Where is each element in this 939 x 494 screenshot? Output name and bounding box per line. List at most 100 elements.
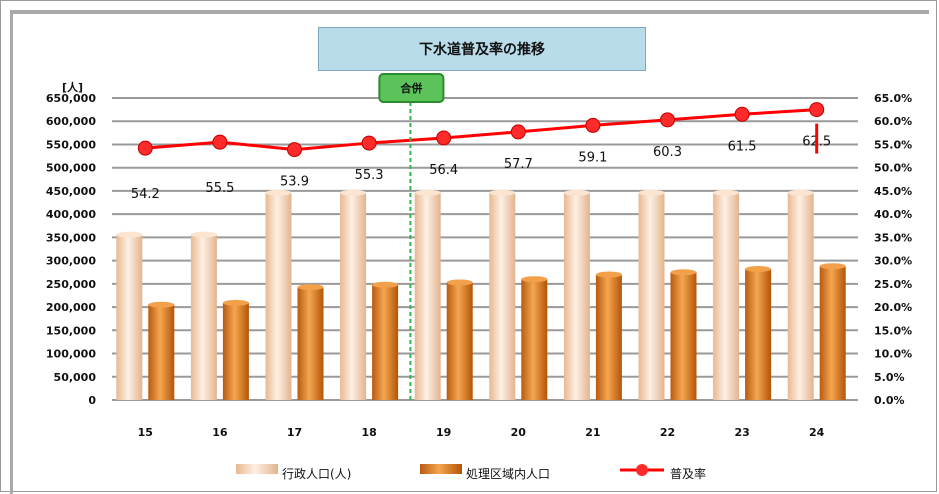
bar-population-top [190, 231, 217, 238]
x-tick-label: 24 [809, 426, 825, 439]
rate-point [361, 135, 377, 151]
y-left-tick-label: 400,000 [46, 208, 96, 221]
rate-data-label: 57.7 [504, 157, 533, 172]
rate-line: 54.255.553.955.356.457.759.160.361.562.5 [131, 102, 831, 202]
rate-point [585, 117, 601, 133]
bar-processed-top [372, 281, 399, 288]
bar-processed [521, 279, 548, 400]
bar-processed [670, 272, 697, 400]
bars [116, 189, 846, 400]
bar-population-top [713, 189, 740, 196]
bar-processed [148, 304, 175, 400]
rate-data-label: 54.2 [131, 187, 160, 202]
rate-point [660, 112, 675, 128]
bar-processed [595, 274, 622, 400]
x-tick-label: 16 [212, 426, 228, 439]
rate-data-label: 61.5 [728, 139, 757, 154]
bar-population [190, 234, 217, 400]
bar-population-top [116, 231, 143, 238]
x-tick-label: 22 [660, 426, 675, 439]
bar-population [116, 234, 143, 400]
bar-population-top [489, 189, 516, 196]
legend-swatch-processed [420, 464, 462, 474]
rate-point [137, 140, 153, 156]
bar-processed [372, 284, 399, 400]
rate-data-label: 60.3 [653, 145, 682, 160]
bar-processed [819, 266, 846, 400]
frame-top-border [10, 10, 929, 14]
y-right-tick-label: 65.0% [874, 92, 912, 105]
y-right-tick-label: 20.0% [874, 301, 912, 314]
rate-point [212, 134, 228, 150]
rate-point [287, 142, 302, 158]
legend-swatch-population [236, 464, 278, 474]
rate-point [734, 106, 750, 122]
bar-processed-top [148, 301, 175, 308]
bar-population-top [265, 189, 292, 196]
y-left-tick-label: 300,000 [46, 255, 96, 268]
bar-processed-top [745, 265, 772, 272]
y-left-tick-label: 550,000 [46, 138, 96, 151]
y-right-tick-label: 0.0% [874, 394, 905, 407]
x-tick-label: 17 [287, 426, 302, 439]
bar-population [787, 192, 814, 400]
rate-polyline [145, 108, 817, 152]
bar-processed [745, 268, 772, 400]
merger-box [378, 73, 445, 103]
rate-data-label: 55.5 [205, 181, 234, 196]
y-left-tick-label: 500,000 [46, 162, 96, 175]
y-right-tick-label: 30.0% [874, 255, 912, 268]
x-tick-label: 18 [361, 426, 376, 439]
bar-population-top [787, 189, 814, 196]
rate-data-label: 55.3 [355, 168, 384, 183]
bar-processed-top [521, 276, 548, 283]
bar-processed-top [819, 263, 846, 270]
y-left-tick-label: 0 [88, 394, 96, 407]
x-tick-label: 15 [138, 426, 153, 439]
bar-processed [297, 287, 324, 400]
y-left-tick-label: 250,000 [46, 278, 96, 291]
rate-point [510, 124, 526, 140]
rate-point [809, 102, 825, 118]
x-tick-label: 19 [436, 426, 451, 439]
y-right-tick-label: 5.0% [874, 371, 905, 384]
bar-processed-top [222, 299, 249, 306]
bar-population-top [563, 189, 590, 196]
rate-data-label: 56.4 [429, 163, 458, 178]
y-right-tick-label: 50.0% [874, 162, 912, 175]
bar-processed-top [595, 271, 622, 278]
x-tick-label: 20 [511, 426, 527, 439]
y-right-tick-label: 25.0% [874, 278, 912, 291]
y-right-tick-label: 40.0% [874, 208, 912, 221]
y-right-tick-label: 15.0% [874, 324, 912, 337]
bar-population-top [638, 189, 665, 196]
y-left-tick-label: 150,000 [46, 324, 96, 337]
x-tick-label: 21 [585, 426, 600, 439]
legend-label-rate: 普及率 [670, 466, 706, 481]
rate-point [436, 130, 452, 146]
bar-processed-top [297, 284, 324, 291]
bar-population-top [340, 189, 367, 196]
y-right-tick-label: 35.0% [874, 231, 912, 244]
merger-annotation: 合併 [378, 73, 445, 400]
rate-data-label: 59.1 [578, 150, 607, 165]
y-right-tick-label: 60.0% [874, 115, 912, 128]
axis-labels: 0 0.0% 50,000 5.0% 100,000 10.0% 150,000 15.0% 2… [46, 80, 912, 439]
bar-processed [222, 302, 249, 400]
y-right-tick-label: 10.0% [874, 348, 912, 361]
y-left-tick-label: 100,000 [46, 348, 96, 361]
bar-population [638, 192, 665, 400]
bar-population [414, 192, 441, 400]
y-left-tick-label: 650,000 [46, 92, 96, 105]
bar-processed [446, 282, 473, 400]
legend: 行政人口(人) 処理区域内人口 普及率 [236, 464, 706, 481]
bar-population [265, 192, 292, 400]
y-left-tick-label: 350,000 [46, 231, 96, 244]
x-tick-label: 23 [734, 426, 749, 439]
legend-label-population: 行政人口(人) [282, 467, 351, 481]
y-left-unit: [人] [62, 80, 83, 94]
y-left-tick-label: 50,000 [54, 371, 97, 384]
bar-processed-top [446, 279, 473, 286]
